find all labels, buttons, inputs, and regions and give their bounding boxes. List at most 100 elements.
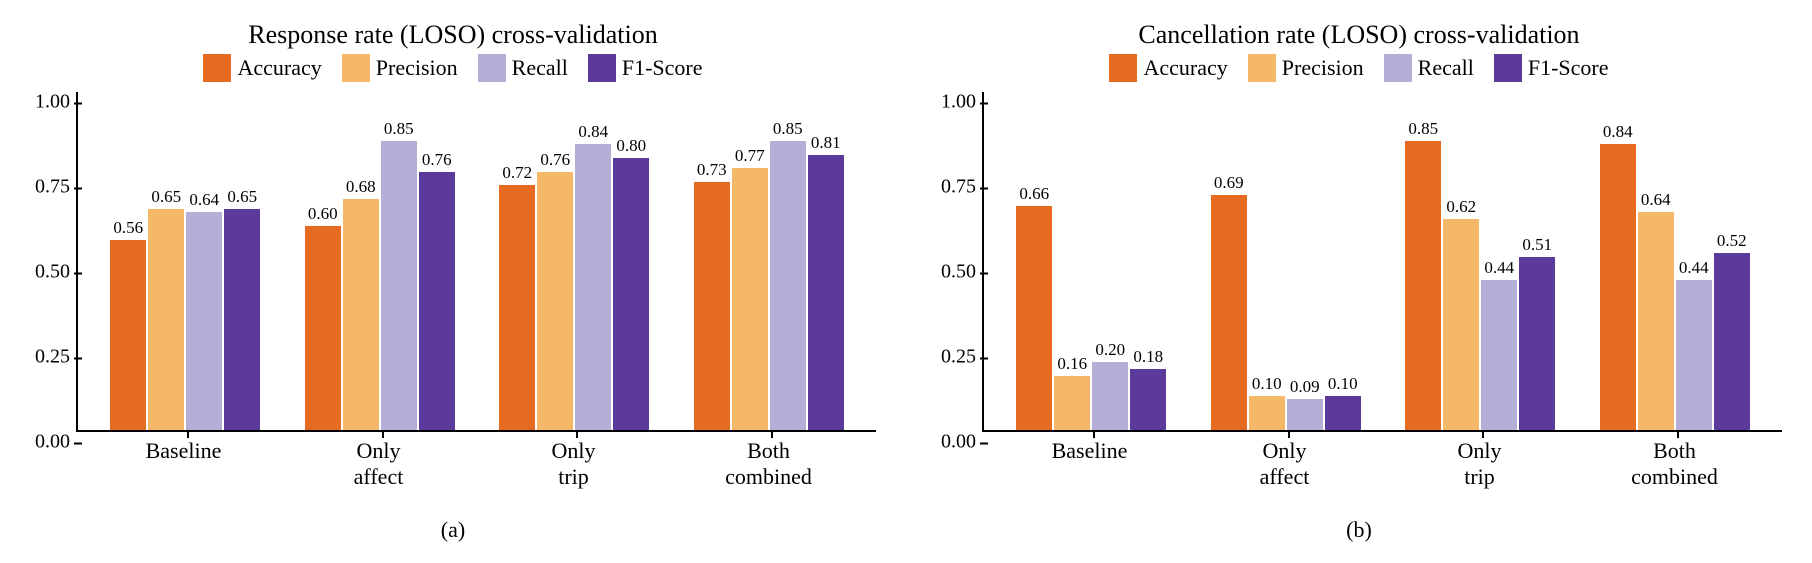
y-tick: 0.00 xyxy=(35,431,70,454)
bar-value-label: 0.80 xyxy=(616,136,646,156)
legend-swatch-accuracy-b xyxy=(1109,54,1137,82)
bar-recall: 0.44 xyxy=(1481,280,1517,430)
x-tick-mark xyxy=(1288,430,1290,438)
bar-group: 0.600.680.850.76 xyxy=(304,141,456,430)
bar-value-label: 0.73 xyxy=(697,160,727,180)
legend-label-precision-b: Precision xyxy=(1282,55,1364,81)
bar-f1: 0.52 xyxy=(1714,253,1750,430)
x-category-label: Onlyaffect xyxy=(1205,438,1365,491)
bar-precision: 0.16 xyxy=(1054,376,1090,430)
x-category-label: Baseline xyxy=(1010,438,1170,491)
x-category-label: Baseline xyxy=(104,438,264,491)
bar-value-label: 0.84 xyxy=(578,122,608,142)
bar-value-label: 0.81 xyxy=(811,133,841,153)
bar-group: 0.850.62 0.44 0.51 xyxy=(1404,141,1556,430)
x-tick-mark xyxy=(576,430,578,438)
panel-b-chart: 0.660.160.200.180.690.100.090.100.850.62… xyxy=(982,92,1782,432)
panel-b-yticks: 0.000.250.500.751.00 xyxy=(926,92,982,432)
panel-a-subcaption: (a) xyxy=(441,517,465,543)
bar-f1: 0.10 xyxy=(1325,396,1361,430)
legend-label-recall: Recall xyxy=(512,55,568,81)
legend-item-f1-b: F1-Score xyxy=(1494,54,1609,82)
bar-value-label: 0.60 xyxy=(308,204,338,224)
legend-item-f1: F1-Score xyxy=(588,54,703,82)
y-tick: 0.00 xyxy=(941,431,976,454)
legend-item-recall-b: Recall xyxy=(1384,54,1474,82)
bar-group: 0.720.760.840.80 xyxy=(498,144,650,430)
x-tick-mark xyxy=(771,430,773,438)
legend-label-recall-b: Recall xyxy=(1418,55,1474,81)
legend-label-precision: Precision xyxy=(376,55,458,81)
bar-precision: 0.65 xyxy=(148,209,184,430)
legend-label-f1: F1-Score xyxy=(622,55,703,81)
x-tick-mark xyxy=(187,430,189,438)
panel-b-groups: 0.660.160.200.180.690.100.090.100.850.62… xyxy=(984,92,1782,430)
x-tick-mark xyxy=(1677,430,1679,438)
legend-swatch-recall xyxy=(478,54,506,82)
bar-value-label: 0.52 xyxy=(1717,231,1747,251)
bar-value-label: 0.64 xyxy=(1641,190,1671,210)
x-category-label: Onlytrip xyxy=(1400,438,1560,491)
bar-recall: 0.64 xyxy=(186,212,222,430)
bar-value-label: 0.62 xyxy=(1446,197,1476,217)
panel-a-title: Response rate (LOSO) cross-validation xyxy=(248,20,657,50)
panel-a-groups: 0.560.650.640.650.600.680.850.760.720.76… xyxy=(78,92,876,430)
x-tick-mark xyxy=(1093,430,1095,438)
bar-value-label: 0.10 xyxy=(1252,374,1282,394)
bar-accuracy: 0.56 xyxy=(110,240,146,430)
legend-swatch-accuracy xyxy=(203,54,231,82)
panel-b: Cancellation rate (LOSO) cross-validatio… xyxy=(926,20,1792,543)
y-tick: 1.00 xyxy=(35,91,70,114)
x-category-label: Bothcombined xyxy=(1595,438,1755,491)
y-tick: 1.00 xyxy=(941,91,976,114)
legend-label-accuracy: Accuracy xyxy=(237,55,321,81)
bar-value-label: 0.68 xyxy=(346,177,376,197)
bar-value-label: 0.51 xyxy=(1522,235,1552,255)
bar-accuracy: 0.73 xyxy=(694,182,730,430)
legend-swatch-recall-b xyxy=(1384,54,1412,82)
bar-accuracy: 0.69 xyxy=(1211,195,1247,430)
bar-value-label: 0.18 xyxy=(1133,347,1163,367)
legend-label-f1-b: F1-Score xyxy=(1528,55,1609,81)
bar-value-label: 0.77 xyxy=(735,146,765,166)
bar-accuracy: 0.84 xyxy=(1600,144,1636,430)
bar-precision: 0.77 xyxy=(732,168,768,430)
bar-value-label: 0.66 xyxy=(1019,184,1049,204)
bar-value-label: 0.10 xyxy=(1328,374,1358,394)
bar-recall: 0.20 xyxy=(1092,362,1128,430)
bar-accuracy: 0.60 xyxy=(305,226,341,430)
bar-value-label: 0.20 xyxy=(1095,340,1125,360)
bar-precision: 0.76 xyxy=(537,172,573,430)
panel-a-yticks: 0.000.250.500.751.00 xyxy=(20,92,76,432)
x-category-label: Onlyaffect xyxy=(299,438,459,491)
bar-value-label: 0.76 xyxy=(540,150,570,170)
legend-label-accuracy-b: Accuracy xyxy=(1143,55,1227,81)
bar-group: 0.690.100.090.10 xyxy=(1210,195,1362,430)
bar-recall: 0.84 xyxy=(575,144,611,430)
bar-recall: 0.85 xyxy=(770,141,806,430)
bar-value-label: 0.85 xyxy=(384,119,414,139)
y-tick: 0.25 xyxy=(941,346,976,369)
legend-swatch-precision-b xyxy=(1248,54,1276,82)
bar-precision: 0.64 xyxy=(1638,212,1674,430)
bar-accuracy: 0.85 xyxy=(1405,141,1441,430)
panel-b-title: Cancellation rate (LOSO) cross-validatio… xyxy=(1138,20,1579,50)
bar-group: 0.660.160.200.18 xyxy=(1015,206,1167,430)
y-tick: 0.50 xyxy=(941,261,976,284)
panel-a: Response rate (LOSO) cross-validation Ac… xyxy=(20,20,886,543)
legend-item-accuracy: Accuracy xyxy=(203,54,321,82)
bar-precision: 0.10 xyxy=(1249,396,1285,430)
bar-recall: 0.85 xyxy=(381,141,417,430)
y-tick: 0.75 xyxy=(35,176,70,199)
bar-value-label: 0.64 xyxy=(189,190,219,210)
bar-f1: 0.81 xyxy=(808,155,844,430)
panel-a-chart: 0.560.650.640.650.600.680.850.760.720.76… xyxy=(76,92,876,432)
bar-value-label: 0.84 xyxy=(1603,122,1633,142)
panel-b-subcaption: (b) xyxy=(1346,517,1372,543)
bar-recall: 0.44 xyxy=(1676,280,1712,430)
legend-item-recall: Recall xyxy=(478,54,568,82)
bar-accuracy: 0.72 xyxy=(499,185,535,430)
bar-value-label: 0.65 xyxy=(227,187,257,207)
panel-b-legend: Accuracy Precision Recall F1-Score xyxy=(1109,54,1608,82)
bar-group: 0.730.770.850.81 xyxy=(693,141,845,430)
